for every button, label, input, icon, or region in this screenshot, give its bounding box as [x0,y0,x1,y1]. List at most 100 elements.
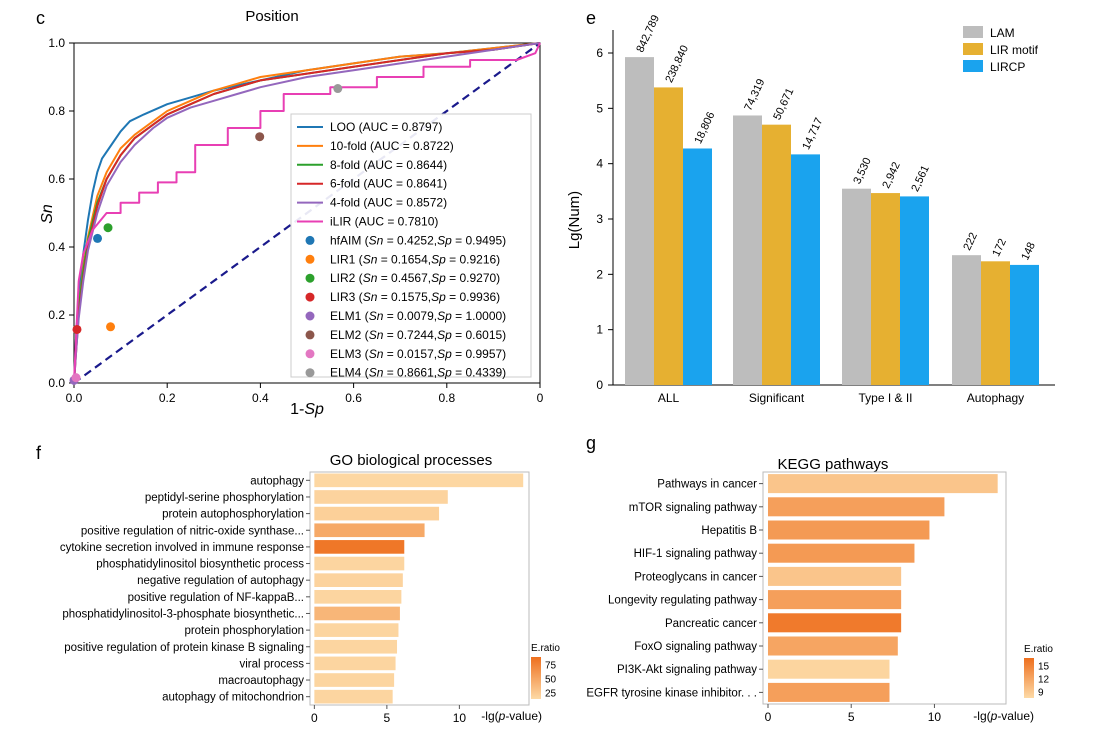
c-legend-label: 10-fold (AUC = 0.8722) [330,139,454,153]
e-ytick-label: 5 [596,101,603,115]
c-legend-label: ELM1 (Sn = 0.0079,Sp = 1.0000) [330,309,506,323]
panel-f-ticks: autophagy peptidyl-serine phosphorylation… [60,475,467,725]
c-ytick-label: 0.8 [48,104,65,118]
c-ytick-label: 1.0 [48,36,65,50]
f-bar-13 [314,689,393,704]
f-bar-4 [314,540,405,554]
f-category-label: protein autophosphorylation [162,509,304,521]
f-category-label: phosphatidylinositol biosynthetic proces… [96,559,304,571]
f-category-label: cytokine secretion involved in immune re… [60,542,304,554]
g-bar-4 [767,566,902,586]
panel-f-plot-frame [309,471,530,706]
c-ytick-label: 0.2 [48,308,65,322]
f-bar-2 [314,506,440,521]
panel-c-roc: c Position 0.0 0.2 0.4 0.6 0.8 00.00.20.40.60… [36,8,544,418]
e-bar-lir-motif-3 [981,261,1010,385]
f-legend-title: E.ratio [531,643,560,654]
e-bar-lircp-0 [683,148,712,385]
g-category-label: Hepatitis B [701,525,757,537]
f-category-label: macroautophagy [218,675,304,687]
f-bar-6 [314,573,403,588]
panel-f-eratio-legend: E.ratio 75 50 25 [531,643,560,700]
c-legend-marker [305,254,315,264]
c-roc-curve-4 [73,42,541,384]
g-category-label: PI3K-Akt signaling pathway [617,664,757,676]
g-legend-title: E.ratio [1024,644,1053,655]
e-bar-lircp-2 [900,196,929,385]
e-legend-swatch [963,43,983,55]
e-legend-label: LIR motif [990,43,1039,57]
panel-g-xlabel: -lg(p-value) [973,709,1034,723]
panel-e-legend: LAM LIR motif LIRCP [963,26,1039,74]
c-legend-label: 4-fold (AUC = 0.8572) [330,196,447,210]
e-bar-value-label: 74,319 [742,77,767,113]
panel-f-title: GO biological processes [330,452,493,469]
f-category-label: autophagy of mitochondrion [162,692,304,704]
c-legend-label: ELM4 (Sn = 0.8661,Sp = 0.4339) [330,366,506,380]
f-category-label: positive regulation of nitric-oxide synt… [81,525,304,537]
g-category-label: Longevity regulating pathway [608,595,757,607]
f-legend-tick: 50 [545,675,557,686]
c-legend-marker [305,349,315,359]
f-bar-10 [314,639,398,654]
g-bar-2 [767,520,930,540]
e-bar-lam-1 [733,115,762,385]
f-bar-1 [314,490,448,504]
panel-e-ticks: 0 1 2 3 4 5 6 ALL Significant Type I & II Autophag… [596,46,1024,405]
panel-g-bars [767,474,998,702]
c-legend-marker [305,292,315,302]
panel-c-xlabel: 1-Sp [290,401,324,418]
c-point-elm3 [71,373,81,383]
c-legend-label: ELM3 (Sn = 0.0157,Sp = 0.9957) [330,347,506,361]
panel-g-kegg-chart: g KEGG pathways Pathways in cancer mTOR s… [586,433,1053,724]
f-category-label: protein phosphorylation [184,625,304,637]
e-category-label: ALL [658,391,680,405]
c-xtick-label: 0.2 [159,391,176,405]
c-xtick-label: 0 [537,391,544,405]
e-bar-value-label: 222 [961,231,980,253]
e-bar-value-label: 14,717 [800,116,825,152]
e-bar-value-label: 50,671 [771,86,796,122]
e-bar-value-label: 3,530 [851,156,874,186]
e-bar-value-label: 18,806 [692,110,717,146]
e-ytick-label: 0 [596,378,603,392]
c-legend-label: LIR1 (Sn = 0.1654,Sp = 0.9216) [330,252,500,266]
panel-c-title: Position [245,8,298,25]
e-legend-label: LIRCP [990,60,1025,74]
c-roc-curve-5 [73,42,541,384]
f-category-label: autophagy [250,475,304,487]
f-bar-3 [314,523,425,538]
e-legend-label: LAM [990,26,1015,40]
panel-e-bar-chart: e 0 1 2 3 4 5 6 ALL Significant Type I & II Autoph… [566,8,1055,405]
e-ytick-label: 6 [596,46,603,60]
g-bar-9 [767,682,890,702]
e-ytick-label: 3 [596,212,603,226]
c-legend-marker [305,235,315,245]
c-legend-label: 8-fold (AUC = 0.8644) [330,158,447,172]
e-bar-lircp-1 [791,154,820,385]
e-ytick-label: 4 [596,157,603,171]
c-ytick-label: 0.0 [48,376,65,390]
g-category-label: Proteoglycans in cancer [634,571,757,583]
e-bar-value-label: 2,942 [880,160,903,190]
c-point-hfaim [93,233,103,243]
c-legend-marker [305,311,315,321]
f-bar-7 [314,589,402,604]
g-category-label: FoxO signaling pathway [634,641,757,653]
c-legend-label: LIR2 (Sn = 0.4567,Sp = 0.9270) [330,271,500,285]
c-ytick-label: 0.6 [48,172,65,186]
f-category-label: viral process [239,658,304,670]
e-bar-lam-0 [625,57,654,385]
panel-c-legend: LOO (AUC = 0.8797) 10-fold (AUC = 0.8722)… [290,113,532,380]
f-xtick-label: 5 [384,711,391,725]
g-legend-tick: 15 [1038,662,1050,673]
f-legend-colorbar [531,657,541,699]
c-legend-label: 6-fold (AUC = 0.8641) [330,177,447,191]
e-bar-value-label: 2,561 [909,164,932,194]
panel-c-points [69,84,343,385]
c-xtick-label: 0.4 [252,391,269,405]
c-legend-label: iLIR (AUC = 0.7810) [330,215,438,229]
panel-g-title: KEGG pathways [778,456,889,473]
f-bar-5 [314,556,405,571]
